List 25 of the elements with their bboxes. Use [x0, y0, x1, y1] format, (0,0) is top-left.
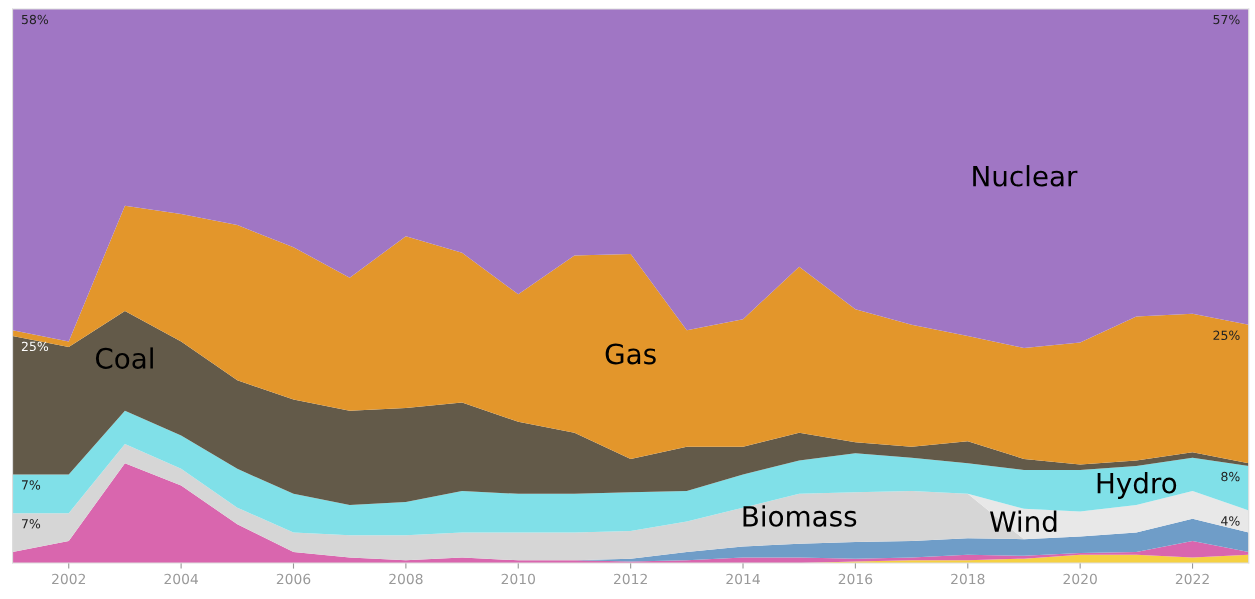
data-label: 25% [1213, 330, 1240, 341]
x-tick-label: 2022 [1175, 573, 1209, 585]
data-label: 58% [21, 14, 49, 25]
x-tick-label: 2010 [501, 573, 536, 585]
x-tick-label: 2020 [1063, 573, 1097, 585]
data-label: 4% [1221, 516, 1240, 526]
x-tick-label: 2016 [838, 573, 873, 585]
data-label: 25% [21, 341, 49, 352]
series-label: Gas [605, 343, 656, 365]
data-label: 57% [1213, 14, 1240, 25]
x-tick-label: 2014 [726, 573, 760, 585]
x-tick-label: 2012 [613, 573, 647, 585]
x-tick-label: 2002 [52, 573, 86, 585]
x-tick-label: 2006 [276, 573, 311, 585]
data-label: 7% [22, 480, 41, 490]
x-tick-label: 2004 [164, 573, 199, 585]
series-label: Biomass [743, 505, 857, 527]
data-label: 8% [1221, 471, 1240, 482]
data-label: 7% [22, 518, 41, 529]
series-label: Coal [95, 347, 153, 369]
series-label: Nuclear [973, 165, 1078, 187]
x-tick-label: 2018 [951, 573, 985, 585]
series-label: Wind [989, 510, 1057, 533]
series-label: Hydro [1097, 472, 1177, 499]
x-tick-label: 2008 [389, 573, 423, 585]
